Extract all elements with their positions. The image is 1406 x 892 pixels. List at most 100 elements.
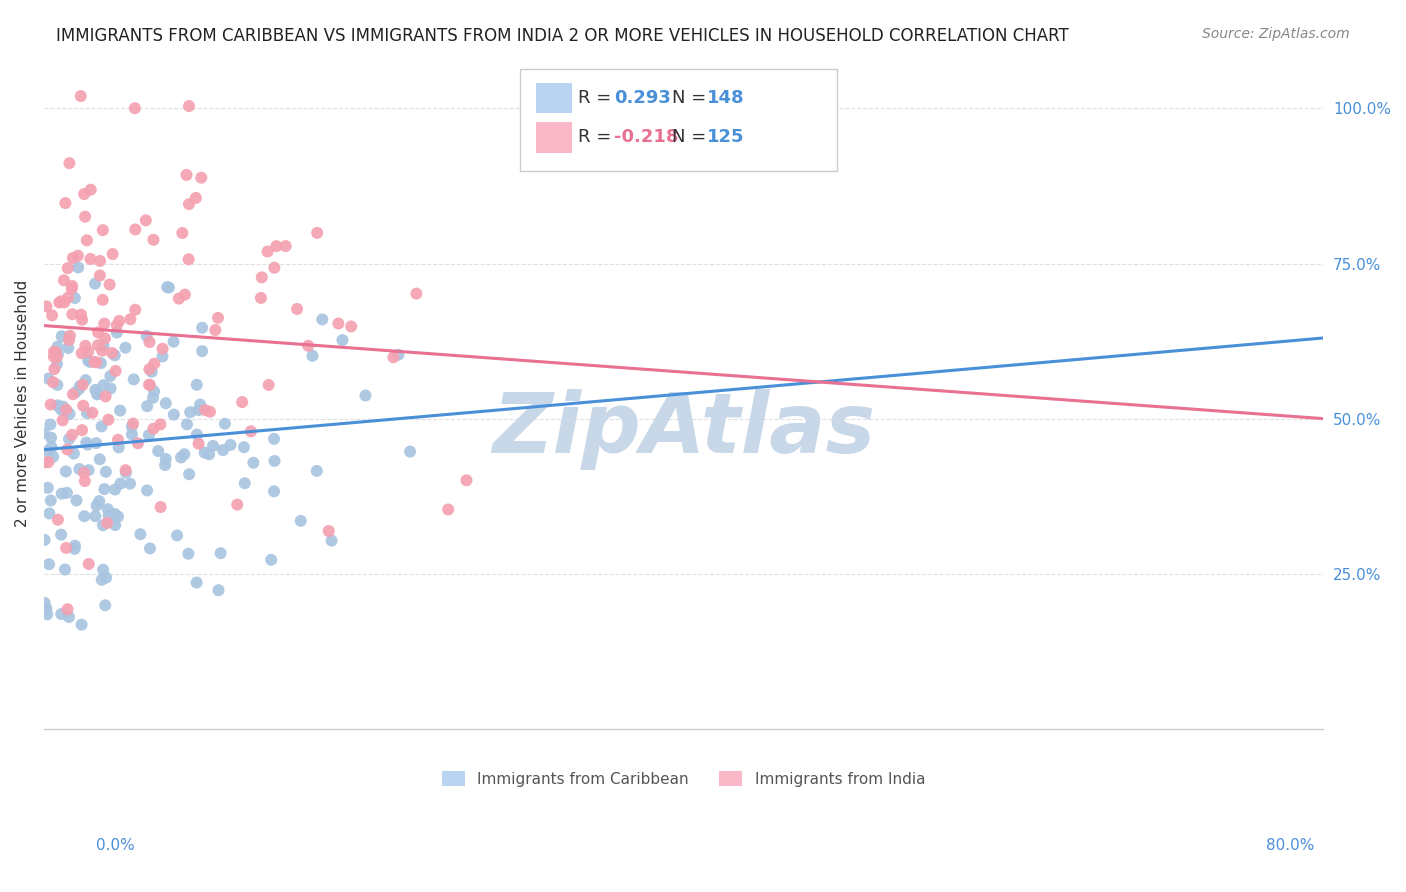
Point: [89, 494, 111, 508]
Point: [46, 357, 69, 371]
Point: [53, 562, 76, 576]
Point: [101, 346, 124, 360]
Point: [121, 427, 143, 442]
Point: [141, 365, 163, 379]
Point: [53, 295, 76, 310]
Point: [127, 436, 149, 450]
Point: [80, 183, 103, 197]
Point: [65, 385, 87, 400]
Point: [107, 433, 129, 447]
Point: [70, 617, 93, 632]
Text: N =: N =: [672, 89, 711, 107]
Text: R =: R =: [578, 128, 617, 146]
Point: [60, 282, 83, 296]
Point: [114, 341, 136, 355]
Point: [70, 346, 93, 360]
Point: [118, 476, 141, 491]
Point: [67, 260, 90, 275]
Text: 125: 125: [707, 128, 745, 146]
Point: [91, 518, 114, 533]
Point: [82, 406, 104, 420]
Point: [58, 341, 80, 355]
Text: ZipAtlas: ZipAtlas: [492, 389, 875, 470]
Point: [191, 320, 214, 334]
Point: [186, 427, 208, 442]
Point: [136, 483, 159, 498]
Point: [307, 226, 329, 240]
Point: [214, 417, 236, 431]
Point: [89, 254, 111, 268]
Point: [239, 425, 262, 439]
Point: [62, 387, 84, 401]
Point: [139, 541, 162, 556]
Point: [179, 405, 201, 419]
Point: [194, 445, 217, 459]
Point: [152, 350, 174, 364]
Point: [226, 498, 249, 512]
Point: [72, 377, 94, 392]
Point: [58, 290, 80, 304]
Point: [405, 286, 427, 301]
Point: [37, 481, 59, 495]
Point: [93, 482, 115, 496]
Point: [58, 432, 80, 446]
Point: [56, 602, 79, 616]
Point: [108, 314, 131, 328]
Point: [41, 440, 63, 454]
Point: [142, 422, 165, 436]
Point: [73, 187, 96, 202]
Point: [179, 467, 201, 482]
Point: [87, 326, 110, 340]
Point: [104, 364, 127, 378]
Point: [162, 334, 184, 349]
Point: [56, 486, 79, 500]
Point: [84, 383, 107, 397]
Point: [39, 431, 62, 445]
Point: [51, 607, 73, 621]
Point: [86, 386, 108, 401]
Point: [110, 476, 132, 491]
Point: [173, 447, 195, 461]
Point: [184, 191, 207, 205]
Point: [45, 345, 67, 359]
Point: [318, 524, 340, 538]
Point: [59, 407, 82, 421]
Point: [233, 476, 256, 491]
Point: [97, 508, 120, 523]
Point: [122, 417, 145, 431]
Point: [101, 247, 124, 261]
Point: [149, 417, 172, 432]
Point: [107, 509, 129, 524]
Point: [297, 339, 319, 353]
Point: [55, 402, 77, 417]
Point: [114, 463, 136, 477]
Point: [90, 419, 112, 434]
Point: [266, 239, 288, 253]
Point: [63, 539, 86, 553]
Point: [70, 423, 93, 437]
Point: [37, 371, 59, 385]
Point: [231, 395, 253, 409]
Point: [90, 356, 112, 370]
Point: [87, 338, 110, 352]
Point: [190, 170, 212, 185]
Point: [73, 474, 96, 488]
Point: [250, 291, 273, 305]
Point: [232, 440, 254, 454]
Point: [34, 596, 56, 610]
Point: [177, 252, 200, 267]
Point: [55, 541, 77, 555]
Point: [311, 312, 333, 326]
Point: [79, 252, 101, 266]
Point: [105, 318, 128, 333]
Point: [56, 261, 79, 276]
Point: [35, 601, 58, 615]
Point: [45, 350, 67, 364]
Point: [89, 452, 111, 467]
Point: [91, 343, 114, 358]
Point: [86, 499, 108, 513]
Point: [67, 382, 90, 396]
Point: [60, 279, 83, 293]
Point: [107, 441, 129, 455]
Point: [100, 369, 122, 384]
